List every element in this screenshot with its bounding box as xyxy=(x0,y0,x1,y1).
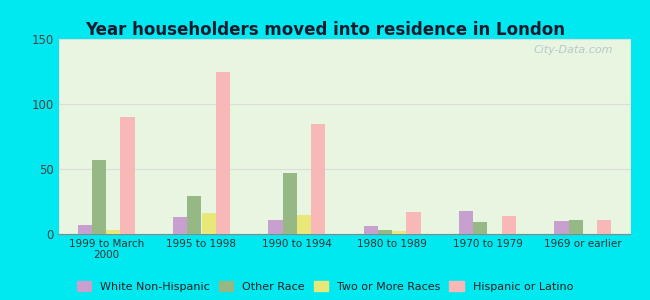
Bar xyxy=(502,216,516,234)
Text: City-Data.com: City-Data.com xyxy=(534,45,614,55)
Bar xyxy=(120,117,135,234)
Bar xyxy=(406,212,421,234)
Bar xyxy=(173,217,187,234)
Bar xyxy=(297,214,311,234)
Bar xyxy=(216,71,230,234)
Bar xyxy=(597,220,612,234)
Bar xyxy=(459,211,473,234)
Bar xyxy=(363,226,378,234)
Bar xyxy=(202,213,216,234)
Bar xyxy=(569,220,583,234)
Bar xyxy=(554,221,569,234)
Bar xyxy=(311,124,326,234)
Bar xyxy=(283,173,297,234)
Bar xyxy=(392,231,406,234)
Bar xyxy=(473,222,488,234)
Bar xyxy=(378,230,392,234)
Bar xyxy=(92,160,106,234)
Bar xyxy=(106,230,120,234)
Bar xyxy=(77,225,92,234)
Text: Year householders moved into residence in London: Year householders moved into residence i… xyxy=(85,21,565,39)
Legend: White Non-Hispanic, Other Race, Two or More Races, Hispanic or Latino: White Non-Hispanic, Other Race, Two or M… xyxy=(75,279,575,294)
Bar xyxy=(268,220,283,234)
Bar xyxy=(187,196,202,234)
